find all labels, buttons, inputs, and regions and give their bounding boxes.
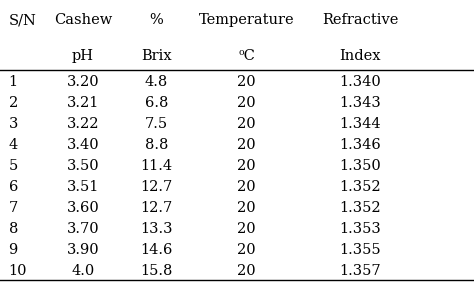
Text: 20: 20 <box>237 116 256 131</box>
Text: 1.352: 1.352 <box>339 179 381 194</box>
Text: 1.343: 1.343 <box>339 95 381 110</box>
Text: 3.40: 3.40 <box>67 137 99 152</box>
Text: 8.8: 8.8 <box>145 137 168 152</box>
Text: 20: 20 <box>237 158 256 173</box>
Text: 4.0: 4.0 <box>71 264 95 278</box>
Text: 20: 20 <box>237 222 256 236</box>
Text: 6: 6 <box>9 179 18 194</box>
Text: 3.50: 3.50 <box>67 158 99 173</box>
Text: 7: 7 <box>9 201 18 215</box>
Text: 10: 10 <box>9 264 27 278</box>
Text: 20: 20 <box>237 243 256 257</box>
Text: Refractive: Refractive <box>322 13 399 27</box>
Text: pH: pH <box>72 49 94 63</box>
Text: 20: 20 <box>237 179 256 194</box>
Text: 13.3: 13.3 <box>140 222 173 236</box>
Text: 3.20: 3.20 <box>67 74 99 89</box>
Text: 2: 2 <box>9 95 18 110</box>
Text: 1.340: 1.340 <box>339 74 381 89</box>
Text: 3.22: 3.22 <box>67 116 99 131</box>
Text: 3: 3 <box>9 116 18 131</box>
Text: Index: Index <box>339 49 381 63</box>
Text: 4.8: 4.8 <box>145 74 168 89</box>
Text: 1.357: 1.357 <box>339 264 381 278</box>
Text: 1.344: 1.344 <box>339 116 381 131</box>
Text: 9: 9 <box>9 243 18 257</box>
Text: 20: 20 <box>237 264 256 278</box>
Text: Temperature: Temperature <box>199 13 294 27</box>
Text: 20: 20 <box>237 95 256 110</box>
Text: 1: 1 <box>9 74 18 89</box>
Text: 14.6: 14.6 <box>140 243 173 257</box>
Text: 12.7: 12.7 <box>140 179 173 194</box>
Text: 3.70: 3.70 <box>67 222 99 236</box>
Text: 12.7: 12.7 <box>140 201 173 215</box>
Text: 20: 20 <box>237 137 256 152</box>
Text: 20: 20 <box>237 74 256 89</box>
Text: 1.355: 1.355 <box>339 243 381 257</box>
Text: 15.8: 15.8 <box>140 264 173 278</box>
Text: 4: 4 <box>9 137 18 152</box>
Text: 11.4: 11.4 <box>140 158 173 173</box>
Text: 3.60: 3.60 <box>66 201 100 215</box>
Text: 6.8: 6.8 <box>145 95 168 110</box>
Text: 3.51: 3.51 <box>67 179 99 194</box>
Text: 1.352: 1.352 <box>339 201 381 215</box>
Text: 7.5: 7.5 <box>145 116 168 131</box>
Text: 1.346: 1.346 <box>339 137 381 152</box>
Text: S/N: S/N <box>9 13 36 27</box>
Text: 3.21: 3.21 <box>67 95 99 110</box>
Text: 5: 5 <box>9 158 18 173</box>
Text: ᵒC: ᵒC <box>238 49 255 63</box>
Text: 1.353: 1.353 <box>339 222 381 236</box>
Text: Brix: Brix <box>141 49 172 63</box>
Text: 1.350: 1.350 <box>339 158 381 173</box>
Text: Cashew: Cashew <box>54 13 112 27</box>
Text: 20: 20 <box>237 201 256 215</box>
Text: 8: 8 <box>9 222 18 236</box>
Text: %: % <box>149 13 164 27</box>
Text: 3.90: 3.90 <box>67 243 99 257</box>
